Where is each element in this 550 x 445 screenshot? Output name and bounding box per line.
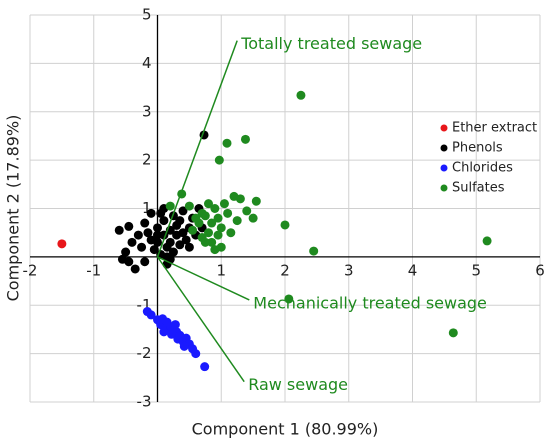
point [165, 201, 175, 211]
x-tick-label: 1 [216, 261, 226, 279]
point [229, 191, 239, 201]
point [242, 206, 252, 216]
point [117, 254, 127, 264]
point [309, 246, 319, 256]
point [222, 138, 232, 148]
point [482, 236, 492, 246]
point [219, 199, 229, 209]
point [133, 230, 143, 240]
legend-marker [440, 184, 448, 192]
legend-label: Chlorides [452, 161, 513, 176]
point [162, 317, 172, 327]
point [165, 237, 175, 247]
x-tick-label: 2 [280, 261, 290, 279]
point [280, 220, 290, 230]
point [216, 242, 226, 252]
point [149, 245, 159, 255]
y-tick-label: 5 [142, 6, 152, 24]
point [153, 223, 162, 233]
point [214, 155, 224, 165]
point [191, 349, 201, 359]
point [178, 228, 188, 238]
x-axis-label: Component 1 (80.99%) [192, 420, 379, 439]
legend-marker [440, 124, 448, 132]
point [213, 230, 223, 240]
loading-label: Totally treated sewage [240, 34, 422, 53]
loading-label: Raw sewage [248, 375, 348, 394]
loading-vector [156, 40, 238, 258]
x-tick-label: 6 [535, 261, 545, 279]
legend-label: Phenols [452, 141, 503, 156]
point [216, 223, 226, 233]
x-tick-label: -2 [23, 261, 38, 279]
point [207, 237, 217, 247]
point [127, 237, 137, 247]
point [213, 213, 223, 223]
point [124, 221, 134, 231]
y-tick-label: 4 [142, 54, 152, 72]
point [140, 257, 150, 267]
x-tick-label: 4 [408, 261, 418, 279]
point [284, 294, 294, 304]
loading-vector [156, 256, 245, 383]
point [248, 213, 258, 223]
point [130, 264, 140, 274]
point [175, 240, 185, 250]
point [143, 228, 153, 238]
point [178, 206, 188, 216]
legend-label: Sulfates [452, 181, 505, 196]
y-tick-label: -2 [137, 344, 152, 362]
point [153, 237, 162, 247]
legend-marker [440, 164, 448, 172]
point [207, 218, 217, 228]
point [448, 328, 458, 338]
legend-marker [440, 144, 448, 152]
point [204, 228, 213, 238]
point [137, 242, 147, 252]
point [210, 204, 220, 213]
point [223, 208, 233, 218]
point [159, 327, 169, 337]
point [181, 235, 191, 245]
point [232, 216, 242, 226]
point [57, 239, 67, 249]
point [179, 341, 189, 351]
x-tick-label: 5 [471, 261, 481, 279]
loading-label: Mechanically treated sewage [253, 293, 487, 312]
point [121, 247, 131, 257]
point [168, 247, 178, 257]
point [140, 218, 150, 228]
point [184, 201, 194, 211]
y-axis-label: Component 2 (17.89%) [4, 115, 23, 302]
point [146, 208, 156, 218]
y-tick-label: -3 [137, 393, 152, 411]
point [114, 225, 124, 235]
point [197, 208, 207, 218]
point [184, 242, 194, 252]
point [226, 228, 236, 238]
legend-label: Ether extract [452, 121, 537, 136]
loading-vector [157, 256, 250, 301]
point [153, 230, 162, 240]
x-tick-label: 3 [344, 261, 354, 279]
point [146, 310, 156, 320]
point [296, 90, 306, 100]
point [188, 225, 198, 235]
y-tick-label: 2 [142, 151, 152, 169]
point [175, 216, 185, 226]
point [197, 233, 207, 243]
point [240, 134, 250, 144]
y-tick-label: 1 [142, 199, 152, 217]
point [200, 362, 210, 372]
point [159, 216, 169, 226]
y-tick-label: 3 [142, 102, 152, 120]
x-tick-label: -1 [86, 261, 101, 279]
point [204, 199, 213, 209]
point [191, 213, 201, 223]
point [251, 196, 261, 206]
point [170, 320, 180, 330]
